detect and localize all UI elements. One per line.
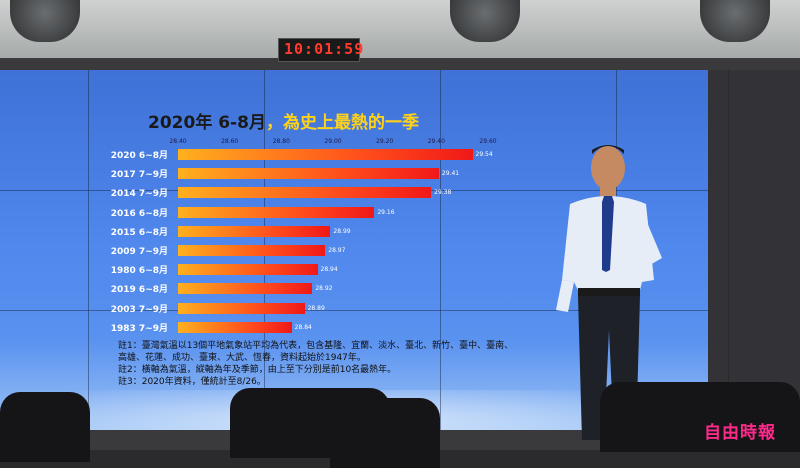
value-label: 28.84 [294, 323, 312, 331]
screen-seam [88, 70, 89, 430]
note-line: 註2：橫軸為氣溫，縱軸為年及季節，由上至下分別是前10名最熱年。 [118, 365, 397, 375]
value-label: 28.89 [307, 304, 325, 312]
chart-title-lead: 2020年 6-8月 [148, 113, 266, 133]
x-tick-label: 29.20 [376, 138, 394, 145]
ceiling-lamp [10, 0, 80, 42]
value-label: 28.94 [320, 266, 338, 274]
x-tick-label: 28.40 [169, 138, 187, 145]
screen-seam [0, 310, 708, 311]
presenter-left-arm [556, 280, 574, 312]
category-label: 2020 6~8月 [110, 151, 168, 161]
chart-title-highlight: ，為史上最熱的一季 [265, 113, 419, 133]
bar [178, 283, 313, 295]
chart-title: 2020年 6-8月，為史上最熱的一季 [148, 108, 419, 133]
ceiling-lamp [700, 0, 770, 42]
presenter-neck [600, 186, 616, 196]
x-tick-label: 29.00 [324, 138, 342, 145]
presenter-hair [592, 145, 624, 154]
category-label: 2017 7~9月 [110, 170, 168, 181]
category-label: 1980 6~8月 [110, 266, 168, 277]
presenter-right-arm [632, 220, 662, 272]
x-tick-label: 28.60 [221, 138, 239, 145]
bar [178, 206, 375, 218]
bar [178, 225, 331, 237]
value-label: 28.92 [315, 285, 333, 293]
ceiling [0, 0, 800, 58]
digital-clock [278, 38, 360, 62]
watermark-logo: 自由時報 [704, 423, 776, 443]
category-label: 2009 7~9月 [110, 247, 168, 257]
value-label: 29.54 [475, 151, 493, 158]
presenter-tie [602, 196, 614, 272]
category-label: 2019 6~8月 [110, 285, 168, 296]
x-tick-label: 29.40 [427, 138, 445, 145]
bar [178, 149, 473, 160]
panel-seam [728, 70, 729, 450]
ceiling-lamp [450, 0, 520, 42]
category-label: 2016 6~8月 [110, 208, 168, 219]
x-tick-label: 28.80 [272, 138, 290, 145]
bar [178, 302, 305, 314]
note-line: 註3：2020年資料，僅統計至8/26。 [118, 377, 266, 387]
value-label: 29.41 [441, 170, 460, 178]
note-line: 高雄、花蓮、成功、臺東、大武、恆春，資料起始於1947年。 [118, 353, 366, 363]
presenter-belt [578, 288, 640, 296]
chart-notes: 註1：臺灣氣溫以13個平地氣象站平均為代表，包含基隆、宜蘭、淡水、臺北、新竹、臺… [118, 340, 513, 388]
bar [178, 321, 292, 333]
screen-seam [440, 70, 441, 430]
value-label: 29.16 [377, 208, 395, 216]
x-tick-label: 29.60 [479, 138, 497, 145]
bar [178, 245, 326, 256]
audience-chair [0, 392, 90, 462]
bar [178, 168, 439, 180]
audience-chair [600, 382, 800, 452]
bar [178, 187, 432, 199]
category-label: 2014 7~9月 [110, 189, 168, 200]
value-label: 29.38 [434, 189, 452, 197]
presenter-head [591, 146, 625, 190]
category-label: 1983 7~9月 [110, 323, 168, 334]
audience-chair [330, 398, 440, 468]
value-label: 28.99 [333, 227, 351, 235]
bar [178, 264, 318, 276]
category-label: 2015 6~8月 [110, 227, 168, 238]
clock-display: 10:01:59 [284, 40, 365, 58]
value-label: 28.97 [328, 247, 346, 254]
category-label: 2003 7~9月 [110, 304, 168, 315]
note-line: 註1：臺灣氣溫以13個平地氣象站平均為代表，包含基隆、宜蘭、淡水、臺北、新竹、臺… [118, 341, 514, 351]
